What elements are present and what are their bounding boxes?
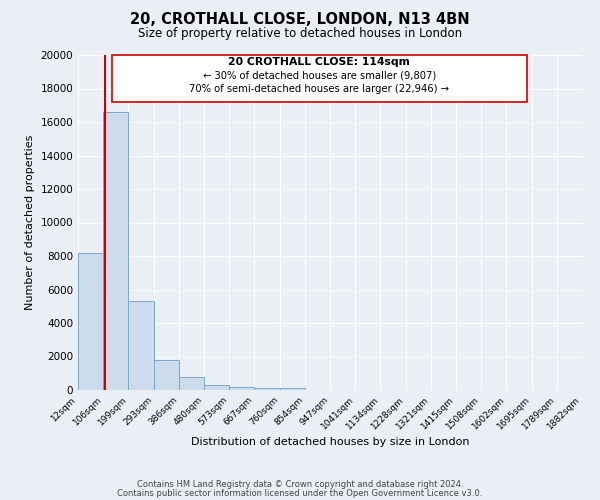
Bar	[78, 252, 103, 390]
Text: ← 30% of detached houses are smaller (9,807): ← 30% of detached houses are smaller (9,…	[203, 70, 436, 80]
Y-axis label: Number of detached properties: Number of detached properties	[25, 135, 35, 310]
Text: Contains public sector information licensed under the Open Government Licence v3: Contains public sector information licen…	[118, 488, 482, 498]
Bar	[128, 301, 154, 390]
X-axis label: Distribution of detached houses by size in London: Distribution of detached houses by size …	[191, 436, 469, 446]
Text: 70% of semi-detached houses are larger (22,946) →: 70% of semi-detached houses are larger (…	[189, 84, 449, 94]
Text: Contains HM Land Registry data © Crown copyright and database right 2024.: Contains HM Land Registry data © Crown c…	[137, 480, 463, 489]
Bar	[280, 388, 305, 390]
Bar	[154, 360, 179, 390]
Text: 20 CROTHALL CLOSE: 114sqm: 20 CROTHALL CLOSE: 114sqm	[229, 56, 410, 66]
Bar	[179, 378, 204, 390]
Text: 20, CROTHALL CLOSE, LONDON, N13 4BN: 20, CROTHALL CLOSE, LONDON, N13 4BN	[130, 12, 470, 28]
Bar	[254, 388, 280, 390]
Text: Size of property relative to detached houses in London: Size of property relative to detached ho…	[138, 28, 462, 40]
Bar	[229, 386, 254, 390]
Bar	[103, 112, 128, 390]
FancyBboxPatch shape	[112, 55, 527, 102]
Bar	[204, 386, 229, 390]
